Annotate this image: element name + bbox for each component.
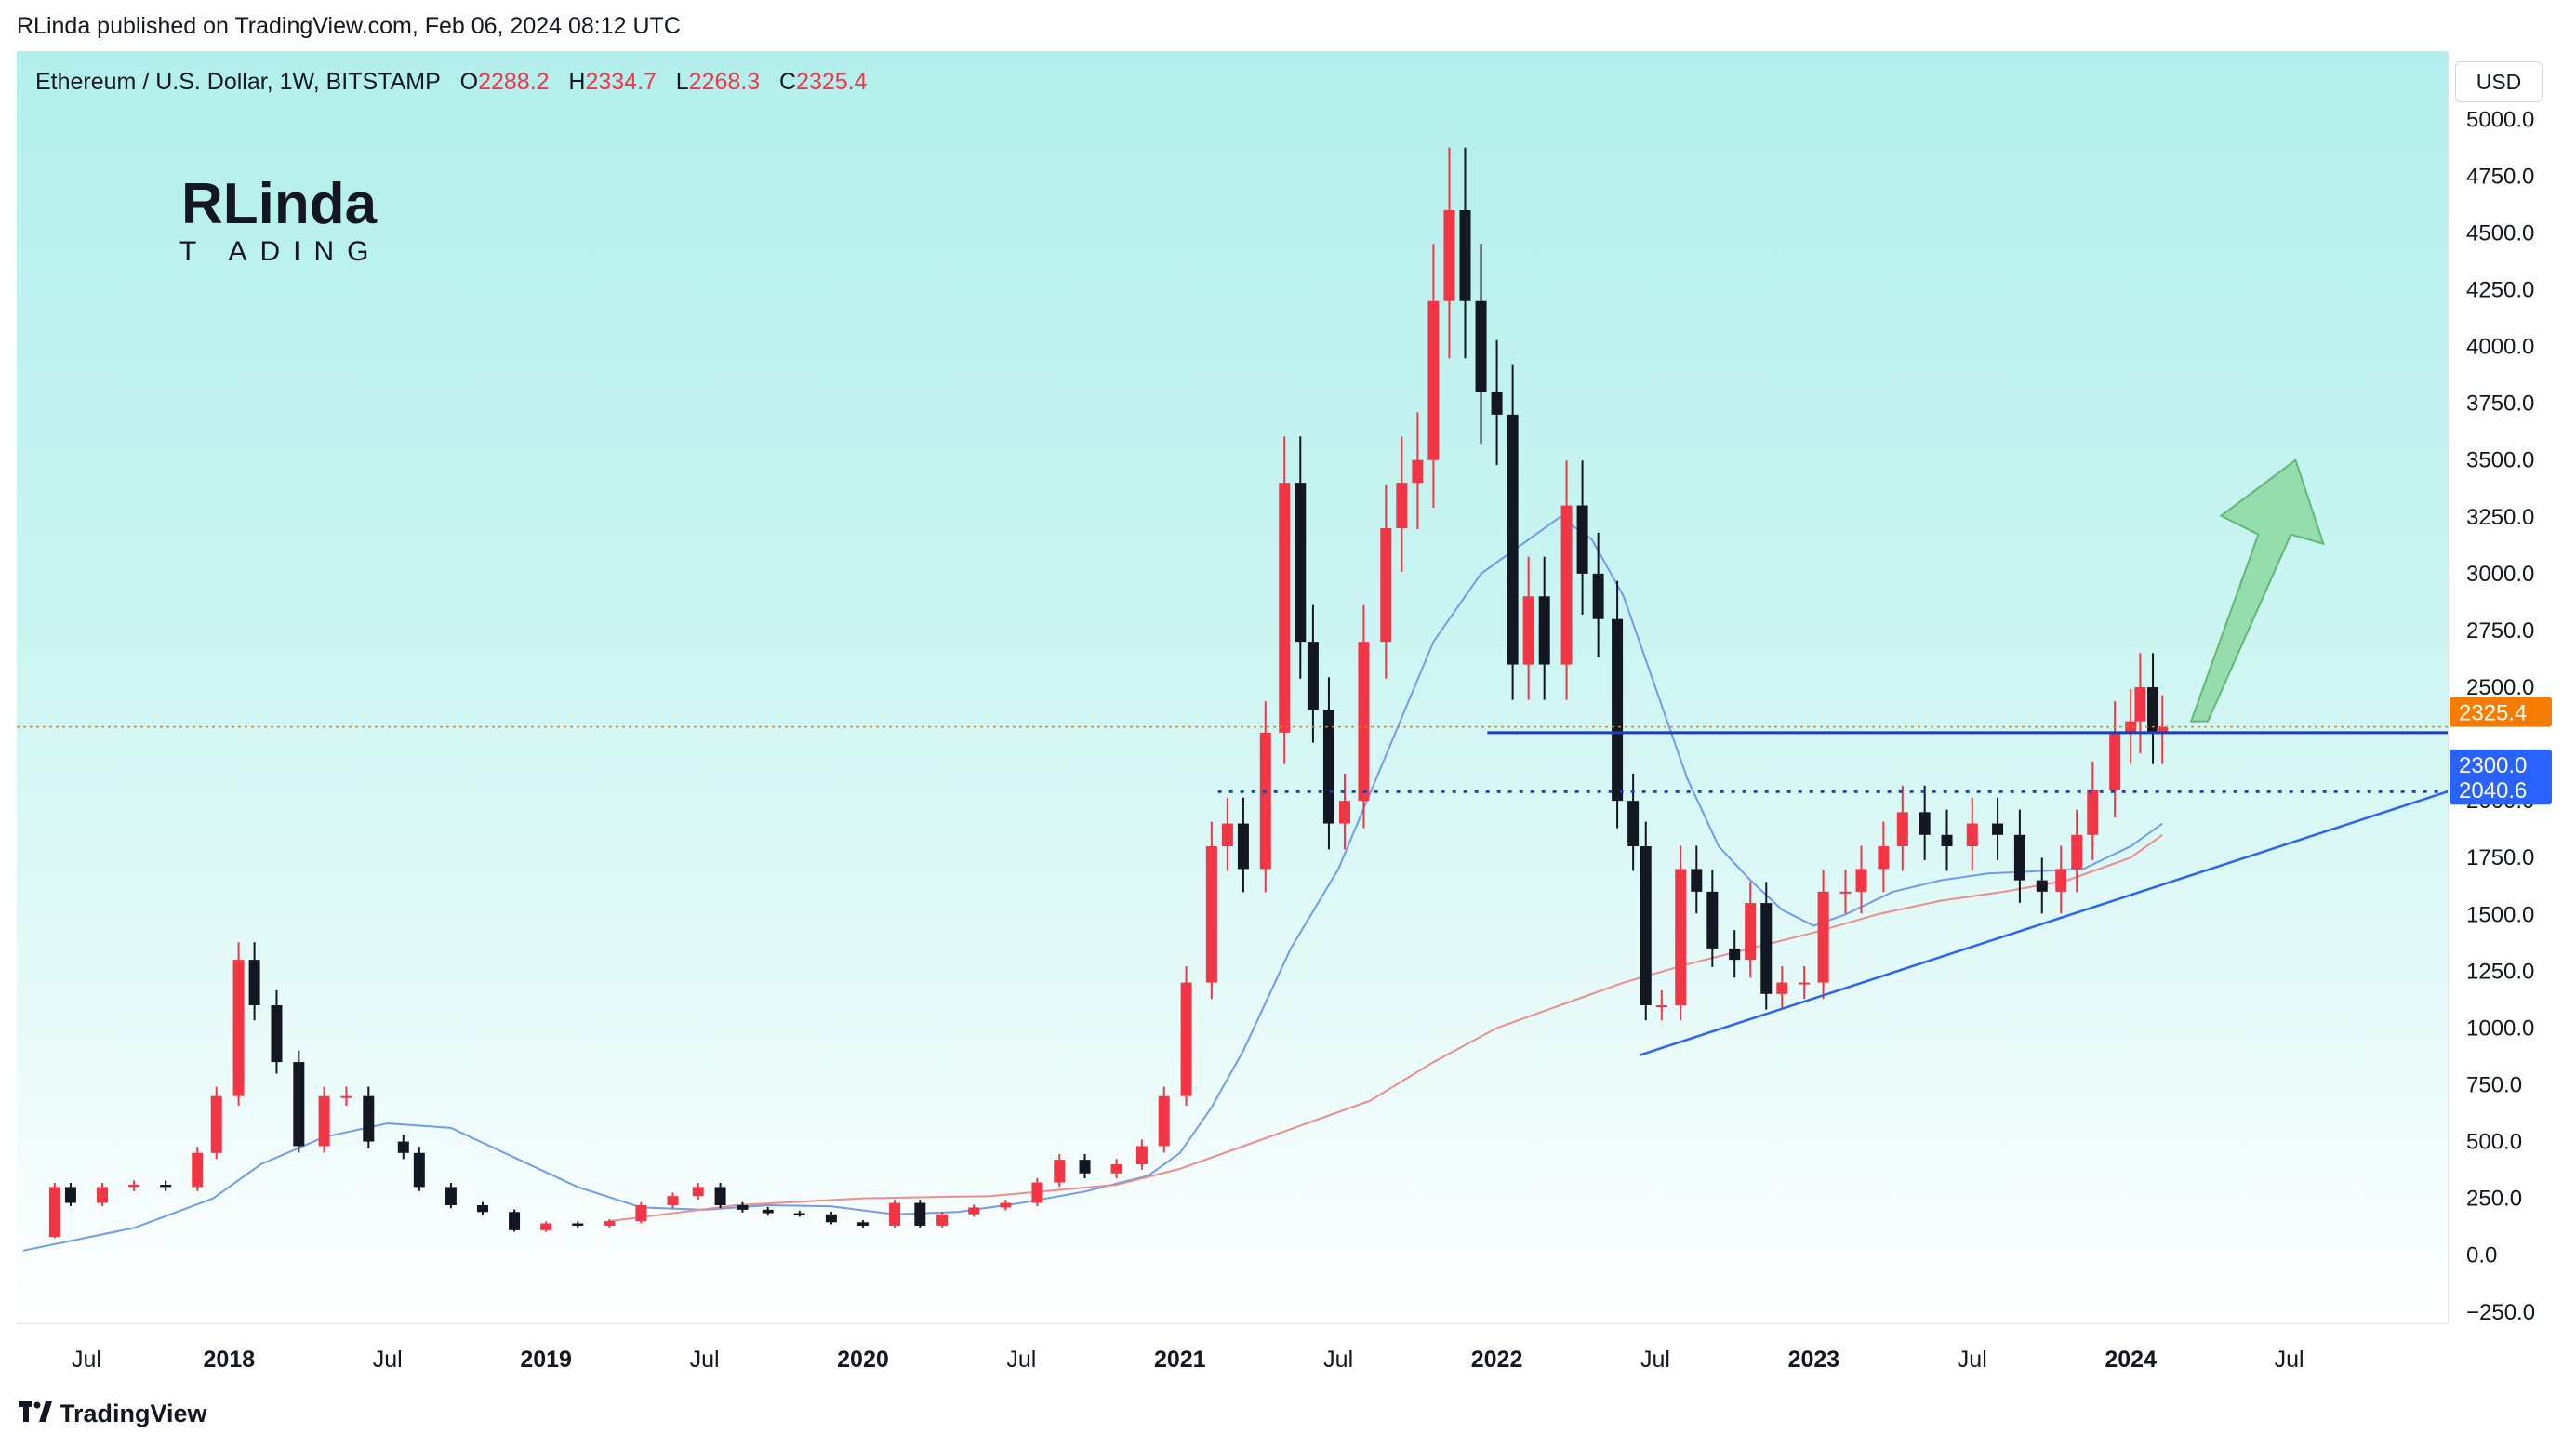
currency-button[interactable]: USD (2455, 61, 2543, 102)
close-label: C (778, 69, 797, 95)
logo-line1: RLinda (181, 172, 378, 236)
low-label: L (675, 69, 689, 95)
open-label: O (459, 69, 479, 95)
time-axis[interactable] (17, 1323, 2448, 1380)
rlinda-trading-logo: RLinda T ADING (179, 172, 381, 267)
open-value: 2288.2 (478, 69, 550, 95)
tradingview-logo-icon (19, 1400, 52, 1428)
high-label: H (568, 69, 586, 95)
tradingview-footer[interactable]: TradingView (19, 1400, 207, 1428)
price-axis[interactable] (2448, 51, 2560, 1323)
publisher-line: RLinda published on TradingView.com, Feb… (17, 13, 681, 39)
close-value: 2325.4 (796, 69, 868, 95)
low-value: 2268.3 (688, 69, 761, 95)
symbol-legend: Ethereum / U.S. Dollar, 1W, BITSTAMP O22… (35, 69, 868, 96)
logo-line2: T ADING (179, 236, 381, 267)
tradingview-brand: TradingView (60, 1400, 207, 1427)
high-value: 2334.7 (585, 69, 657, 95)
symbol-name: Ethereum / U.S. Dollar, 1W, BITSTAMP (35, 69, 441, 95)
